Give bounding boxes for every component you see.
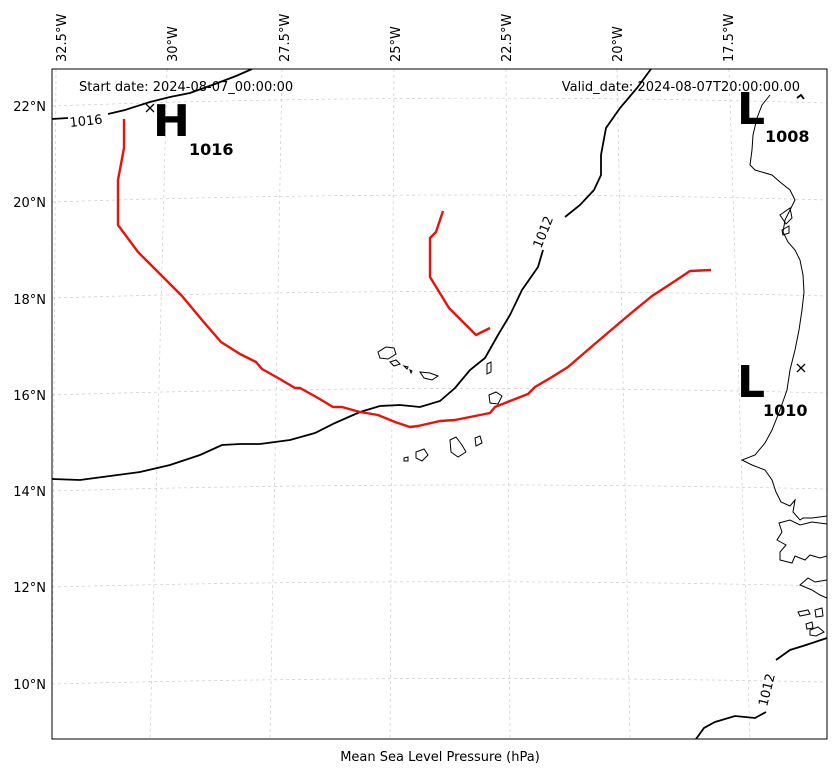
parallel-line	[52, 678, 827, 685]
island	[449, 436, 467, 458]
parallel-line	[52, 581, 827, 588]
high-center-marker	[145, 103, 155, 113]
meridian-line	[149, 69, 168, 739]
low-center-marker	[796, 363, 806, 373]
coastal-island	[805, 621, 814, 630]
island	[389, 359, 401, 367]
isobar-1012-line	[52, 69, 652, 481]
storm-track-line	[116, 119, 712, 429]
coastline	[740, 94, 827, 637]
coastal-island	[814, 607, 824, 618]
lon-tick-label: 22.5°W	[500, 14, 515, 62]
island	[474, 435, 483, 447]
cape-verde-islands	[377, 346, 503, 462]
isobars	[52, 69, 827, 739]
parallel-gridlines	[52, 97, 827, 685]
parallel-line	[52, 194, 827, 203]
coastal-island	[779, 207, 793, 225]
low-pressure-value: 1010	[763, 401, 808, 420]
lat-tick-label: 20°N	[13, 196, 46, 211]
meridian-line	[389, 69, 395, 739]
parallel-line	[52, 97, 827, 107]
center-markers	[145, 103, 806, 373]
coastal-island	[781, 225, 790, 236]
low-pressure-symbol: L	[737, 84, 765, 135]
lon-tick-label: 20°W	[611, 26, 626, 62]
isobar-label: 1016	[69, 113, 103, 131]
africa-coastline	[740, 94, 827, 521]
island	[488, 391, 503, 405]
isobar-1012-south-line	[695, 637, 827, 739]
lon-tick-label: 25°W	[389, 26, 404, 62]
isobar-fragment-line	[796, 93, 805, 100]
low-pressure-value: 1008	[765, 127, 810, 146]
lon-tick-label: 30°W	[166, 26, 181, 62]
meridian-line	[269, 69, 283, 739]
parallel-line	[52, 484, 827, 492]
latitude-tick-labels: 22°N 20°N 18°N 16°N 14°N 12°N 10°N	[13, 100, 46, 693]
lon-tick-label: 32.5°W	[55, 14, 70, 62]
island	[402, 365, 409, 370]
lon-tick-label: 17.5°W	[722, 14, 737, 62]
island	[415, 448, 429, 462]
tracks	[116, 119, 712, 429]
low-pressure-symbol: L	[737, 357, 765, 408]
lat-tick-label: 14°N	[13, 485, 46, 500]
island	[486, 361, 492, 375]
coastal-island	[797, 609, 811, 617]
secondary-track-line	[428, 210, 491, 337]
parallel-line	[52, 388, 827, 396]
meridian-line	[52, 69, 57, 739]
island	[403, 456, 409, 462]
lat-tick-label: 18°N	[13, 293, 46, 308]
start-date-label: Start date: 2024-08-07_00:00:00	[79, 80, 293, 95]
lon-tick-label: 27.5°W	[278, 14, 293, 62]
lat-tick-label: 16°N	[13, 389, 46, 404]
parallel-line	[52, 291, 827, 299]
meridian-line	[728, 69, 751, 739]
island	[418, 371, 440, 381]
africa-coastline	[799, 577, 827, 599]
isobar-label: 1012	[531, 214, 557, 250]
coastal-island	[809, 626, 825, 637]
meridian-line	[505, 69, 511, 739]
isobar-1016-line	[52, 69, 253, 120]
longitude-tick-labels: 32.5°W 30°W 27.5°W 25°W 22.5°W 20°W 17.5…	[55, 14, 737, 62]
lat-tick-label: 10°N	[13, 678, 46, 693]
high-pressure-symbol: H	[153, 96, 190, 147]
isobar-labels: 1016 1012 1012	[67, 111, 781, 710]
map-caption: Mean Sea Level Pressure (hPa)	[340, 750, 540, 765]
lat-tick-label: 22°N	[13, 100, 46, 115]
africa-coastline	[776, 519, 827, 564]
island	[409, 369, 413, 375]
lat-tick-label: 12°N	[13, 581, 46, 596]
meridian-gridlines	[52, 69, 751, 739]
high-pressure-value: 1016	[189, 140, 234, 159]
pressure-centers: H 1016 L 1008 L 1010	[153, 84, 810, 420]
valid-date-label: Valid_date: 2024-08-07T20:00:00.00	[562, 80, 800, 95]
island	[377, 346, 397, 360]
meridian-line	[616, 69, 631, 739]
isobar-label: 1012	[756, 672, 779, 708]
map-frame	[51, 68, 828, 740]
